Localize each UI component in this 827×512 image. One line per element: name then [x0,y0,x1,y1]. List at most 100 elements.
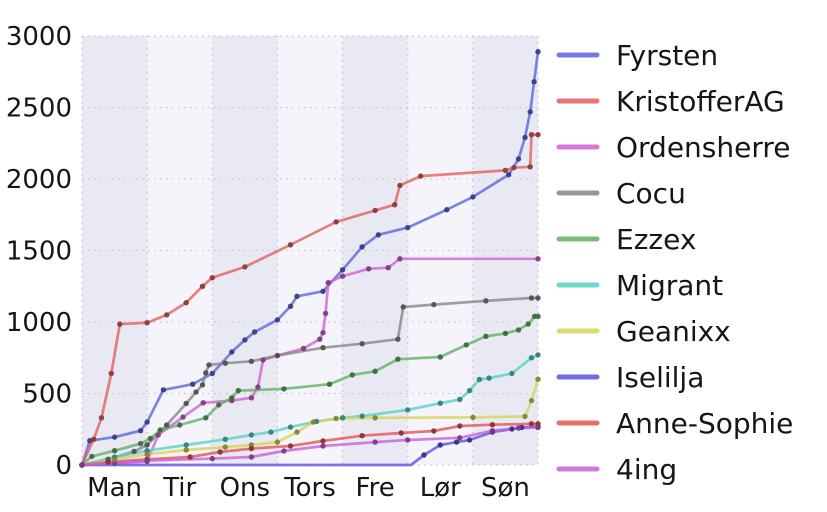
series-marker-4ing [405,437,411,443]
series-marker-Cocu [131,448,137,455]
series-marker-4ing [144,458,150,464]
series-marker-KristofferAG [418,173,424,179]
series-marker-Ezzex [372,368,378,374]
series-marker-Ordensherre [260,357,266,363]
series-marker-Ordensherre [535,256,541,262]
series-marker-4ing [489,428,496,434]
series-markers [79,49,541,468]
series-marker-Migrant [222,436,228,442]
legend-item-Geanixx: Geanixx [556,315,731,348]
series-marker-Ezzex [177,422,183,428]
legend-item-KristofferAG: KristofferAG [556,85,785,118]
series-marker-Ordensherre [385,265,391,271]
series-marker-Migrant [183,442,189,448]
series-marker-Cocu [144,442,150,448]
series-marker-Migrant [509,370,515,377]
legend-label-Ordensherre: Ordensherre [616,131,791,164]
series-marker-Migrant [466,387,473,394]
series-marker-Migrant [268,429,274,435]
series-marker-Cocu [400,304,406,310]
series-marker-Geanixx [274,439,281,445]
series-marker-KristofferAG [535,132,541,138]
series-marker-Migrant [486,375,492,381]
series-marker-Geanixx [111,456,118,462]
series-marker-Anne-Sophie [535,421,541,427]
series-marker-Migrant [248,432,255,438]
x-tick-label-Man: Man [87,473,142,503]
series-marker-4ing [457,435,463,441]
series-marker-KristofferAG [91,436,97,442]
series-marker-Ezzex [502,330,509,337]
series-marker-Cocu [222,360,228,366]
series-marker-Geanixx [372,415,378,421]
series-marker-Cocu [183,400,189,407]
series-marker-KristofferAG [392,202,398,208]
series-marker-Migrant [437,400,443,406]
x-tick-label-Ons: Ons [220,473,271,503]
legend-item-Fyrsten: Fyrsten [556,39,718,72]
series-marker-Migrant [535,352,541,358]
series-marker-Anne-Sophie [248,445,255,452]
series-marker-Fyrsten [359,244,365,250]
series-marker-Migrant [476,376,483,383]
series-marker-Ezzex [437,354,443,360]
series-marker-Ordensherre [300,345,307,352]
series-marker-Ordensherre [200,400,206,406]
series-marker-Cocu [193,389,199,395]
series-marker-Cocu [203,370,209,376]
x-tick-label-Søn: Søn [481,473,530,503]
series-marker-Anne-Sophie [187,454,193,460]
series-marker-Cocu [431,301,437,308]
series-marker-Iselilja [509,426,515,432]
series-marker-KristofferAG [333,219,339,225]
series-marker-Anne-Sophie [431,428,437,434]
y-tick-label: 500 [22,380,72,410]
series-marker-Fyrsten [515,156,522,162]
series-marker-KristofferAG [287,242,294,248]
legend-item-Iselilja: Iselilja [556,361,704,394]
series-marker-KristofferAG [98,415,105,421]
series-marker-Ordensherre [155,432,161,438]
x-tick-label-Fre: Fre [356,473,395,503]
y-tick-label: 3000 [6,22,72,52]
series-marker-Ezzex [147,435,154,442]
series-marker-KristofferAG [183,300,189,306]
series-marker-Fyrsten [287,303,294,309]
series-marker-4ing [281,448,287,454]
legend-item-Ordensherre: Ordensherre [556,131,791,164]
legend-label-Ezzex: Ezzex [616,223,696,256]
series-marker-Fyrsten [444,207,450,213]
y-tick-label: 2500 [6,94,72,124]
series-marker-Migrant [528,355,535,361]
series-marker-Geanixx [522,413,528,420]
series-marker-Ordensherre [180,414,186,420]
series-marker-Cocu [164,422,170,428]
series-marker-Ezzex [515,327,522,333]
series-marker-Ezzex [463,342,469,348]
series-marker-Anne-Sophie [217,449,223,455]
series-marker-Iselilja [466,437,473,443]
series-marker-Cocu [199,382,206,388]
series-marker-Fyrsten [274,317,281,323]
series-marker-Geanixx [470,414,476,421]
series-marker-KristofferAG [209,275,215,281]
series-marker-Fyrsten [375,232,382,238]
series-marker-Anne-Sophie [457,423,463,429]
series-marker-Ezzex [89,453,95,460]
series-marker-Anne-Sophie [105,459,111,465]
series-marker-Ordensherre [339,273,346,279]
series-marker-Ezzex [203,415,209,421]
series-marker-Ordensherre [322,310,329,317]
series-marker-Ordensherre [255,384,261,390]
series-marker-4ing [372,439,378,445]
series-marker-Cocu [359,341,365,347]
series-marker-4ing [209,455,215,462]
series-marker-KristofferAG [117,321,123,327]
series-marker-Ezzex [216,402,222,408]
series-marker-4ing [248,454,255,460]
series-marker-Ezzex [111,448,118,454]
series-marker-Fyrsten [144,419,150,425]
series-marker-Geanixx [183,447,189,453]
series-line-4ing [80,426,540,467]
series-marker-Geanixx [222,444,228,450]
